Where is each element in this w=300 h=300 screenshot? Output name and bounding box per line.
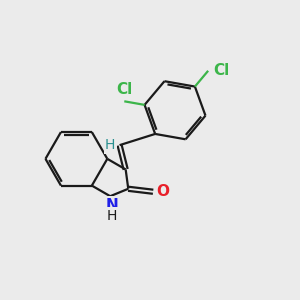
- Text: N: N: [105, 198, 118, 213]
- Text: H: H: [106, 208, 117, 223]
- Text: Cl: Cl: [116, 82, 132, 97]
- Text: Cl: Cl: [213, 63, 230, 78]
- Text: O: O: [157, 184, 169, 199]
- Text: H: H: [105, 138, 116, 152]
